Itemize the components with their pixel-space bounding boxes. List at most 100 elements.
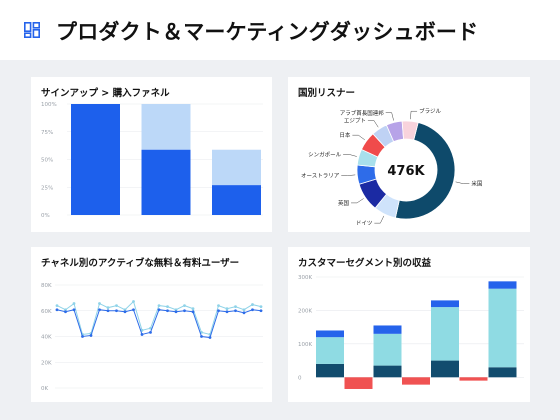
line-point [98,308,101,312]
donut-leader-line [374,215,385,224]
line-point [157,308,161,312]
funnel-chart: 0% 25% 50% 75% 100% [41,102,263,219]
line-point [72,302,76,305]
line-point [106,309,110,313]
line-point [123,310,127,314]
funnel-title: サインアップ > 購入ファネル [41,88,170,99]
funnel-y-tick: 50% [41,158,53,164]
line-point [259,305,263,309]
donut-center-label: 476K [387,164,425,179]
donut-slice-label: エジプト [344,118,366,125]
line-point [217,304,220,307]
line-y-tick: 20K [41,360,52,366]
revenue-negative-bar [459,377,488,381]
revenue-negative-bar [402,377,430,385]
donut-leader-line [343,154,357,157]
line-point [234,309,237,313]
line-point [183,304,186,307]
line-point [242,308,246,312]
funnel-y-tick: 75% [41,130,53,136]
donut-slice-label: 日本 [339,131,351,139]
line-point [225,310,229,314]
line-point [64,308,67,312]
line-point [140,333,144,336]
line-point [55,308,59,312]
revenue-stack-bar [488,367,517,378]
donut-slice-label: 英国 [338,199,350,207]
line-point [132,300,135,303]
revenue-y-tick: 100K [298,342,312,348]
line-point [242,311,246,315]
revenue-bar-chart: 300K 200K 100K 0 [298,275,524,389]
active-users-card[interactable]: チャネル別のアクティブな無料＆有料ユーザー 80K 60K 40K 20K 0K [31,247,272,402]
funnel-dropoff-bar [141,104,191,150]
line-point [149,326,152,330]
funnel-y-tick: 100% [41,102,57,108]
line-point [174,310,178,314]
revenue-stack-bar [373,325,402,334]
line-point [64,310,67,314]
revenue-card[interactable]: カスタマーセグメント別の収益 300K 200K 100K 0 [288,247,530,402]
revenue-negative-bar [344,377,373,389]
active-users-title: チャネル別のアクティブな無料＆有料ユーザー [41,258,240,269]
line-point [200,335,203,338]
funnel-y-tick: 0% [41,213,50,219]
dashboard-grid-icon [24,22,40,38]
line-point [225,307,229,311]
line-point [89,334,93,337]
revenue-stack-bar [431,360,459,378]
donut-slice [401,120,419,141]
donut-slice-label: ドイツ [356,221,373,227]
donut-leader-line [351,198,364,204]
donut-slice-label: オーストラリア [301,173,340,180]
revenue-stack-bar [316,363,344,378]
line-y-tick: 60K [41,309,52,315]
donut-leader-line [455,181,470,184]
line-point [166,309,169,313]
donut-leader-line [352,134,365,141]
line-y-tick: 80K [41,283,52,289]
line-point [98,302,101,305]
donut-slice-label: ブラジル [419,107,441,115]
revenue-stack-bar [431,300,459,308]
line-point [81,335,84,338]
line-point [208,336,212,339]
donut-slice-label: 米国 [471,180,483,188]
donut-leader-line [410,110,418,120]
donut-leader-line [341,174,356,176]
page-title: プロダクト＆マーケティングダッシュボード [56,20,479,44]
line-point [191,310,195,314]
revenue-stack-bar [373,333,402,366]
line-point [115,309,118,313]
line-y-tick: 0K [41,386,48,392]
line-point [166,305,169,309]
revenue-y-tick: 0 [298,375,302,381]
line-point [157,304,161,307]
funnel-dropoff-bar [212,149,261,186]
active-users-line-chart: 80K 60K 40K 20K 0K [41,283,263,392]
line-point [132,308,135,312]
line-point [217,309,220,313]
funnel-converted-bar [71,104,120,215]
line-point [174,308,178,312]
countries-card[interactable]: 国別リスナー 米国 ドイツ 英国 オーストラリア シンガポール 日本 エジプト アラブ首長国連… [288,77,530,232]
header: プロダクト＆マーケティングダッシュボード [0,0,560,60]
line-point [234,305,237,309]
donut-slice-label: シンガポール [308,150,342,158]
countries-title: 国別リスナー [298,88,356,99]
revenue-stack-bar [488,281,517,289]
dashboard-canvas: サインアップ > 購入ファネル 0% 25% 50% 75% 100% 国別リスナー 米… [0,60,560,420]
funnel-card[interactable]: サインアップ > 購入ファネル 0% 25% 50% 75% 100% [31,77,272,232]
line-point [123,308,127,312]
line-point [115,304,118,307]
revenue-y-tick: 200K [298,308,312,314]
donut-leader-line [385,112,394,121]
funnel-y-tick: 25% [41,185,53,191]
line-point [106,306,110,310]
line-y-tick: 40K [41,335,52,341]
revenue-stack-bar [316,330,344,338]
line-point [149,330,152,334]
donut-slice [394,122,456,220]
line-point [72,308,76,312]
